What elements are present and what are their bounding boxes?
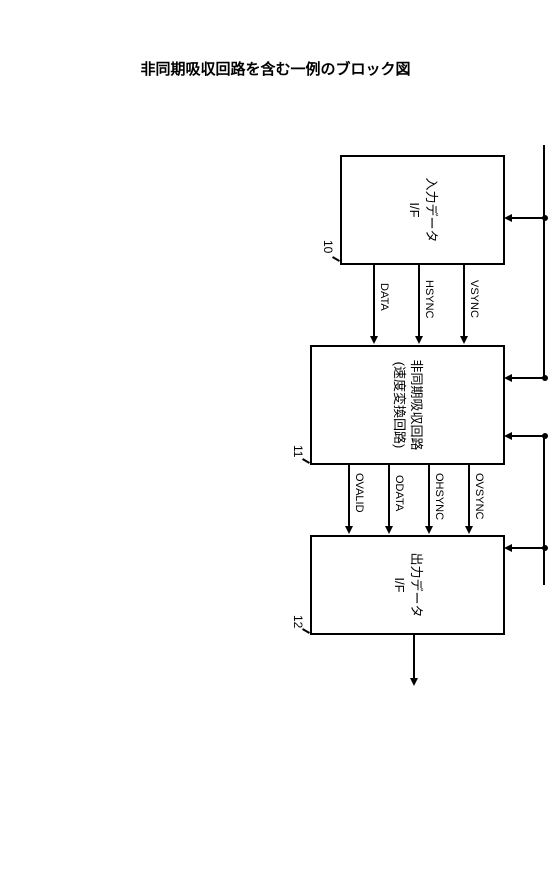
data-arrow [373,265,375,338]
output-ref: 12 [291,615,305,628]
input-block: 入力データ I/F [340,155,505,265]
middle-block: 非同期吸収回路 (速度変換回路) [310,345,505,465]
data-label: DATA [378,283,390,311]
input-block-line1: 入力データ [423,177,440,242]
middle-block-line2: (速度変換回路) [391,362,408,449]
ohsync-arrow [428,465,430,528]
iclk-drop-2 [510,377,545,379]
oclk-line [543,435,545,585]
odata-arrow [388,465,390,528]
diagram-title: 非同期吸収回路を含む一例のブロック図 [0,58,551,79]
hsync-label: HSYNC [423,280,435,319]
iclk-arrowhead-2 [504,374,512,382]
ovsync-label: OVSYNC [473,473,485,519]
iclk-arrowhead-1 [504,214,512,222]
input-ref: 10 [321,240,335,253]
oclk-arrowhead-2 [504,544,512,552]
ohsync-arrowhead [425,526,433,534]
oclk-drop-1 [510,435,545,437]
hsync-arrowhead [415,336,423,344]
ovsync-arrow [468,465,470,528]
output-block-line2: I/F [391,577,408,592]
hsync-arrow [418,265,420,338]
odata-arrowhead [385,526,393,534]
vsync-arrow [463,265,465,338]
vsync-label: VSYNC [468,280,480,318]
middle-block-line1: 非同期吸収回路 [408,359,425,450]
input-ref-tick [332,256,340,262]
vsync-arrowhead [460,336,468,344]
ovalid-label: OVALID [353,473,365,513]
middle-ref: 11 [291,445,305,457]
oclk-arrowhead-1 [504,432,512,440]
final-output-arrowhead [410,678,418,686]
data-arrowhead [370,336,378,344]
output-block: 出力データ I/F [310,535,505,635]
input-block-line2: I/F [406,202,423,217]
ovalid-arrow [348,465,350,528]
odata-label: ODATA [393,475,405,511]
ohsync-label: OHSYNC [433,473,445,520]
iclk-drop-1 [510,217,545,219]
output-ref-tick [302,628,310,634]
output-block-line1: 出力データ [408,552,425,617]
oclk-drop-2 [510,547,545,549]
final-output-arrow [413,635,415,680]
iclk-line [543,145,545,380]
ovsync-arrowhead [465,526,473,534]
ovalid-arrowhead [345,526,353,534]
middle-ref-tick [302,458,310,464]
block-diagram: ICLK 80MHz OCLK 50MHz 入力データ I/F 10 非同期吸収… [0,205,551,635]
